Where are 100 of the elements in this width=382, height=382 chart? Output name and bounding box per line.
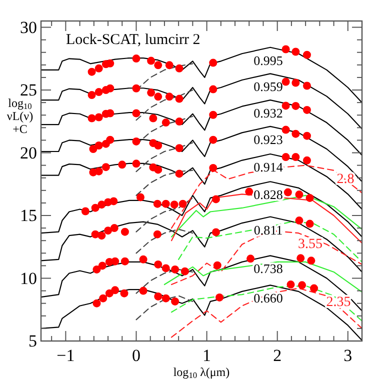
point [162, 264, 170, 272]
point [306, 220, 314, 228]
point [94, 141, 103, 150]
point [120, 228, 129, 236]
series-label: 0.738 [254, 261, 283, 276]
point [132, 160, 140, 168]
line-series [136, 197, 194, 232]
point [302, 106, 311, 114]
point [94, 113, 103, 122]
point [92, 265, 101, 274]
y-tick-label: 15 [20, 206, 37, 226]
point [282, 153, 290, 162]
point [111, 257, 120, 266]
series-label: 3.55 [298, 237, 323, 252]
point [118, 160, 126, 169]
x-axis-title: log$_{10}$ λ(μm) [173, 365, 230, 380]
point [175, 118, 184, 126]
point [132, 54, 140, 63]
point [154, 260, 162, 268]
point [246, 254, 255, 263]
point [147, 88, 156, 97]
point [94, 167, 103, 176]
point [213, 261, 222, 270]
point [154, 92, 162, 101]
point [149, 114, 158, 122]
text: Lock-SCAT, lumcirr 2 [66, 32, 200, 48]
point [98, 200, 106, 209]
point [89, 145, 98, 153]
point [295, 190, 304, 199]
point [175, 94, 184, 103]
point [132, 84, 140, 92]
point [147, 56, 156, 65]
point [154, 166, 162, 174]
series-label: 0.932 [254, 106, 283, 121]
line-series [40, 73, 363, 130]
point [104, 226, 112, 235]
line-series [40, 46, 363, 104]
point [106, 109, 114, 118]
point [215, 293, 224, 302]
point [88, 91, 96, 100]
point [170, 200, 178, 209]
x-tick-label: 0 [132, 346, 140, 365]
point [132, 109, 140, 118]
point [212, 228, 220, 236]
point [298, 281, 306, 290]
series-label: 0.959 [254, 79, 283, 94]
point [120, 289, 128, 298]
point [91, 204, 100, 212]
point [295, 216, 304, 225]
point [286, 280, 295, 289]
point [81, 207, 90, 216]
point [209, 58, 218, 67]
point [154, 141, 162, 150]
point [282, 126, 290, 134]
point [175, 64, 184, 72]
line-series [40, 153, 363, 210]
point [88, 68, 96, 76]
point [139, 286, 148, 295]
point [162, 200, 170, 208]
series-label: 2.8 [336, 172, 354, 187]
point [99, 294, 108, 302]
point [302, 82, 311, 90]
point [296, 254, 305, 262]
x-tick-label: 3 [344, 346, 352, 365]
point [212, 195, 220, 204]
line-series [40, 216, 363, 273]
line-series [136, 89, 194, 121]
series-label: 0.923 [254, 132, 283, 147]
x-tick-label: 2 [273, 346, 282, 365]
line-series [40, 255, 363, 312]
point [292, 130, 300, 138]
point [165, 92, 174, 101]
point [292, 102, 300, 110]
point [282, 45, 290, 54]
line-series [136, 142, 194, 172]
point [154, 61, 162, 70]
point [292, 153, 300, 162]
point [175, 170, 184, 178]
point [292, 48, 300, 56]
point [292, 78, 300, 87]
point [165, 61, 174, 70]
point [154, 292, 162, 300]
x-tick-label: −1 [56, 346, 75, 365]
point [106, 84, 114, 92]
point [209, 136, 218, 144]
point [102, 163, 110, 172]
y-tick-label: 5 [28, 332, 37, 350]
point [282, 102, 290, 110]
point [98, 262, 106, 270]
point [282, 78, 290, 86]
point [306, 194, 314, 202]
point [162, 118, 170, 127]
point [178, 200, 187, 208]
point [209, 110, 218, 119]
point [120, 257, 129, 266]
x-tick-label: 1 [202, 346, 212, 365]
point [310, 284, 318, 292]
y-tick-label: 30 [20, 18, 37, 37]
point [94, 64, 103, 72]
line-series [136, 228, 194, 254]
